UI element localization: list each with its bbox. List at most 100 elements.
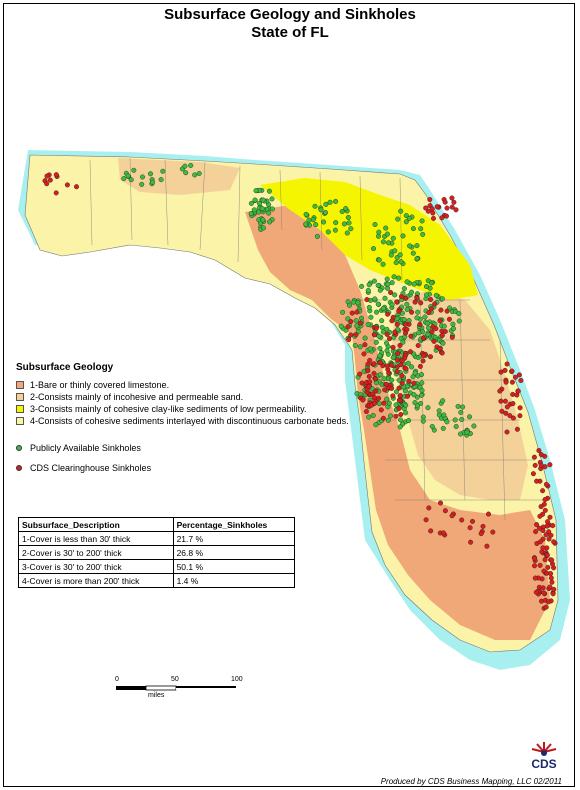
- cds-sinkhole-point: [53, 172, 59, 178]
- public-sinkhole-point: [441, 412, 447, 418]
- cds-sinkhole-point: [362, 342, 368, 348]
- cds-sinkhole-point: [442, 329, 448, 335]
- cds-sinkhole-point: [371, 361, 377, 367]
- public-sinkhole-point: [183, 170, 189, 176]
- public-sinkhole-point: [248, 200, 254, 206]
- cds-sinkhole-point: [373, 376, 379, 382]
- public-sinkhole-point: [414, 315, 420, 321]
- public-sinkhole-point: [377, 372, 383, 378]
- cds-sinkhole-point: [417, 363, 423, 369]
- cds-sinkhole-point: [423, 205, 429, 211]
- public-sinkhole-point: [333, 220, 339, 226]
- cds-sinkhole-point: [384, 363, 390, 369]
- public-sinkhole-point: [390, 355, 396, 361]
- public-sinkhole-point: [456, 311, 462, 317]
- cds-sinkhole-point: [540, 545, 546, 551]
- public-sinkhole-point: [390, 235, 396, 241]
- public-sinkhole-point: [372, 221, 378, 227]
- cds-sinkhole-point: [531, 454, 537, 460]
- public-sinkhole-point: [370, 413, 376, 419]
- public-sinkhole-point: [419, 392, 425, 398]
- legend-heading: Subsurface Geology: [16, 362, 114, 373]
- table-cell: 3-Cover is 30' to 200' thick: [18, 559, 174, 574]
- cds-sinkhole-point: [532, 563, 538, 569]
- public-sinkhole-point: [365, 288, 371, 294]
- cds-sinkhole-point: [542, 497, 548, 503]
- legend-label-public: Publicly Available Sinkholes: [30, 443, 141, 453]
- public-sinkhole-point: [426, 325, 432, 331]
- cds-sinkhole-point: [516, 372, 522, 378]
- cds-sinkhole-point: [538, 462, 544, 468]
- cds-sinkhole-point: [378, 407, 384, 413]
- cds-sinkhole-point: [544, 552, 550, 558]
- cds-sinkhole-point: [366, 374, 372, 380]
- public-sinkhole-point: [323, 210, 329, 216]
- public-sinkhole-point: [393, 402, 399, 408]
- cds-sinkhole-point: [449, 334, 455, 340]
- public-sinkhole-point: [354, 323, 360, 329]
- cds-sinkhole-point: [507, 413, 513, 419]
- public-sinkhole-point: [391, 274, 397, 280]
- cds-sinkhole-point: [467, 525, 473, 531]
- public-sinkhole-point: [396, 275, 402, 281]
- cds-sinkhole-point: [373, 325, 379, 331]
- cds-sinkhole-point: [537, 539, 543, 545]
- cds-sinkhole-point: [502, 367, 508, 373]
- table-cell: 26.8 %: [172, 545, 296, 560]
- legend-label-clay: 3-Consists mainly of cohesive clay-like …: [30, 404, 307, 414]
- cds-sinkhole-point: [372, 332, 378, 338]
- table-cell: 2-Cover is 30' to 200' thick: [18, 545, 174, 560]
- public-sinkhole-point: [388, 413, 394, 419]
- public-sinkhole-point: [125, 173, 131, 179]
- cds-sinkhole-point: [542, 507, 548, 513]
- public-sinkhole-point: [192, 172, 198, 178]
- public-sinkhole-point: [325, 229, 331, 235]
- public-sinkhole-point: [384, 396, 390, 402]
- public-sinkhole-point: [380, 239, 386, 245]
- cds-sinkhole-point: [395, 357, 401, 363]
- cds-sinkhole-point: [47, 177, 53, 183]
- public-sinkhole-point: [409, 364, 415, 370]
- cds-logo-icon: CDS: [531, 742, 557, 771]
- cds-sinkhole-point: [366, 383, 372, 389]
- cds-sinkhole-point: [381, 400, 387, 406]
- public-sinkhole-point: [365, 322, 371, 328]
- cds-sinkhole-point: [509, 379, 515, 385]
- cds-sinkhole-point: [367, 379, 373, 385]
- public-sinkhole-point: [327, 199, 333, 205]
- cds-sinkhole-point: [371, 395, 377, 401]
- public-sinkhole-point: [323, 201, 329, 207]
- public-sinkhole-point: [424, 284, 430, 290]
- public-sinkhole-point: [139, 174, 145, 180]
- cds-sinkhole-point: [405, 393, 411, 399]
- cds-sinkhole-point: [398, 412, 404, 418]
- cds-sinkhole-point: [498, 398, 504, 404]
- cds-sinkhole-point: [545, 519, 551, 525]
- public-sinkhole-point: [419, 218, 425, 224]
- sinkhole-stats-table: Subsurface_Description Percentage_Sinkho…: [18, 517, 296, 588]
- public-sinkhole-point: [429, 424, 435, 430]
- public-sinkhole-point: [269, 196, 275, 202]
- public-sinkhole-point: [339, 208, 345, 214]
- public-sinkhole-point: [374, 309, 380, 315]
- cds-sinkhole-point: [470, 518, 476, 524]
- cds-sinkhole-point: [490, 529, 496, 535]
- cds-sinkhole-point: [365, 361, 371, 367]
- cds-sinkhole-point: [439, 332, 445, 338]
- cds-sinkhole-point: [444, 205, 450, 211]
- public-sinkhole-point: [464, 429, 470, 435]
- cds-sinkhole-point: [428, 297, 434, 303]
- public-sinkhole-point: [389, 377, 395, 383]
- cds-sinkhole-point: [449, 513, 455, 519]
- cds-sinkhole-point: [433, 326, 439, 332]
- public-sinkhole-point: [351, 299, 357, 305]
- public-sinkhole-point: [439, 296, 445, 302]
- cds-sinkhole-point: [534, 522, 540, 528]
- cds-sinkhole-point: [546, 536, 552, 542]
- public-sinkhole-point: [345, 214, 351, 220]
- public-sinkhole-point: [388, 252, 394, 258]
- cds-sinkhole-point: [397, 397, 403, 403]
- public-sinkhole-point: [338, 323, 344, 329]
- cds-sinkhole-point: [512, 374, 518, 380]
- cds-sinkhole-point: [359, 380, 365, 386]
